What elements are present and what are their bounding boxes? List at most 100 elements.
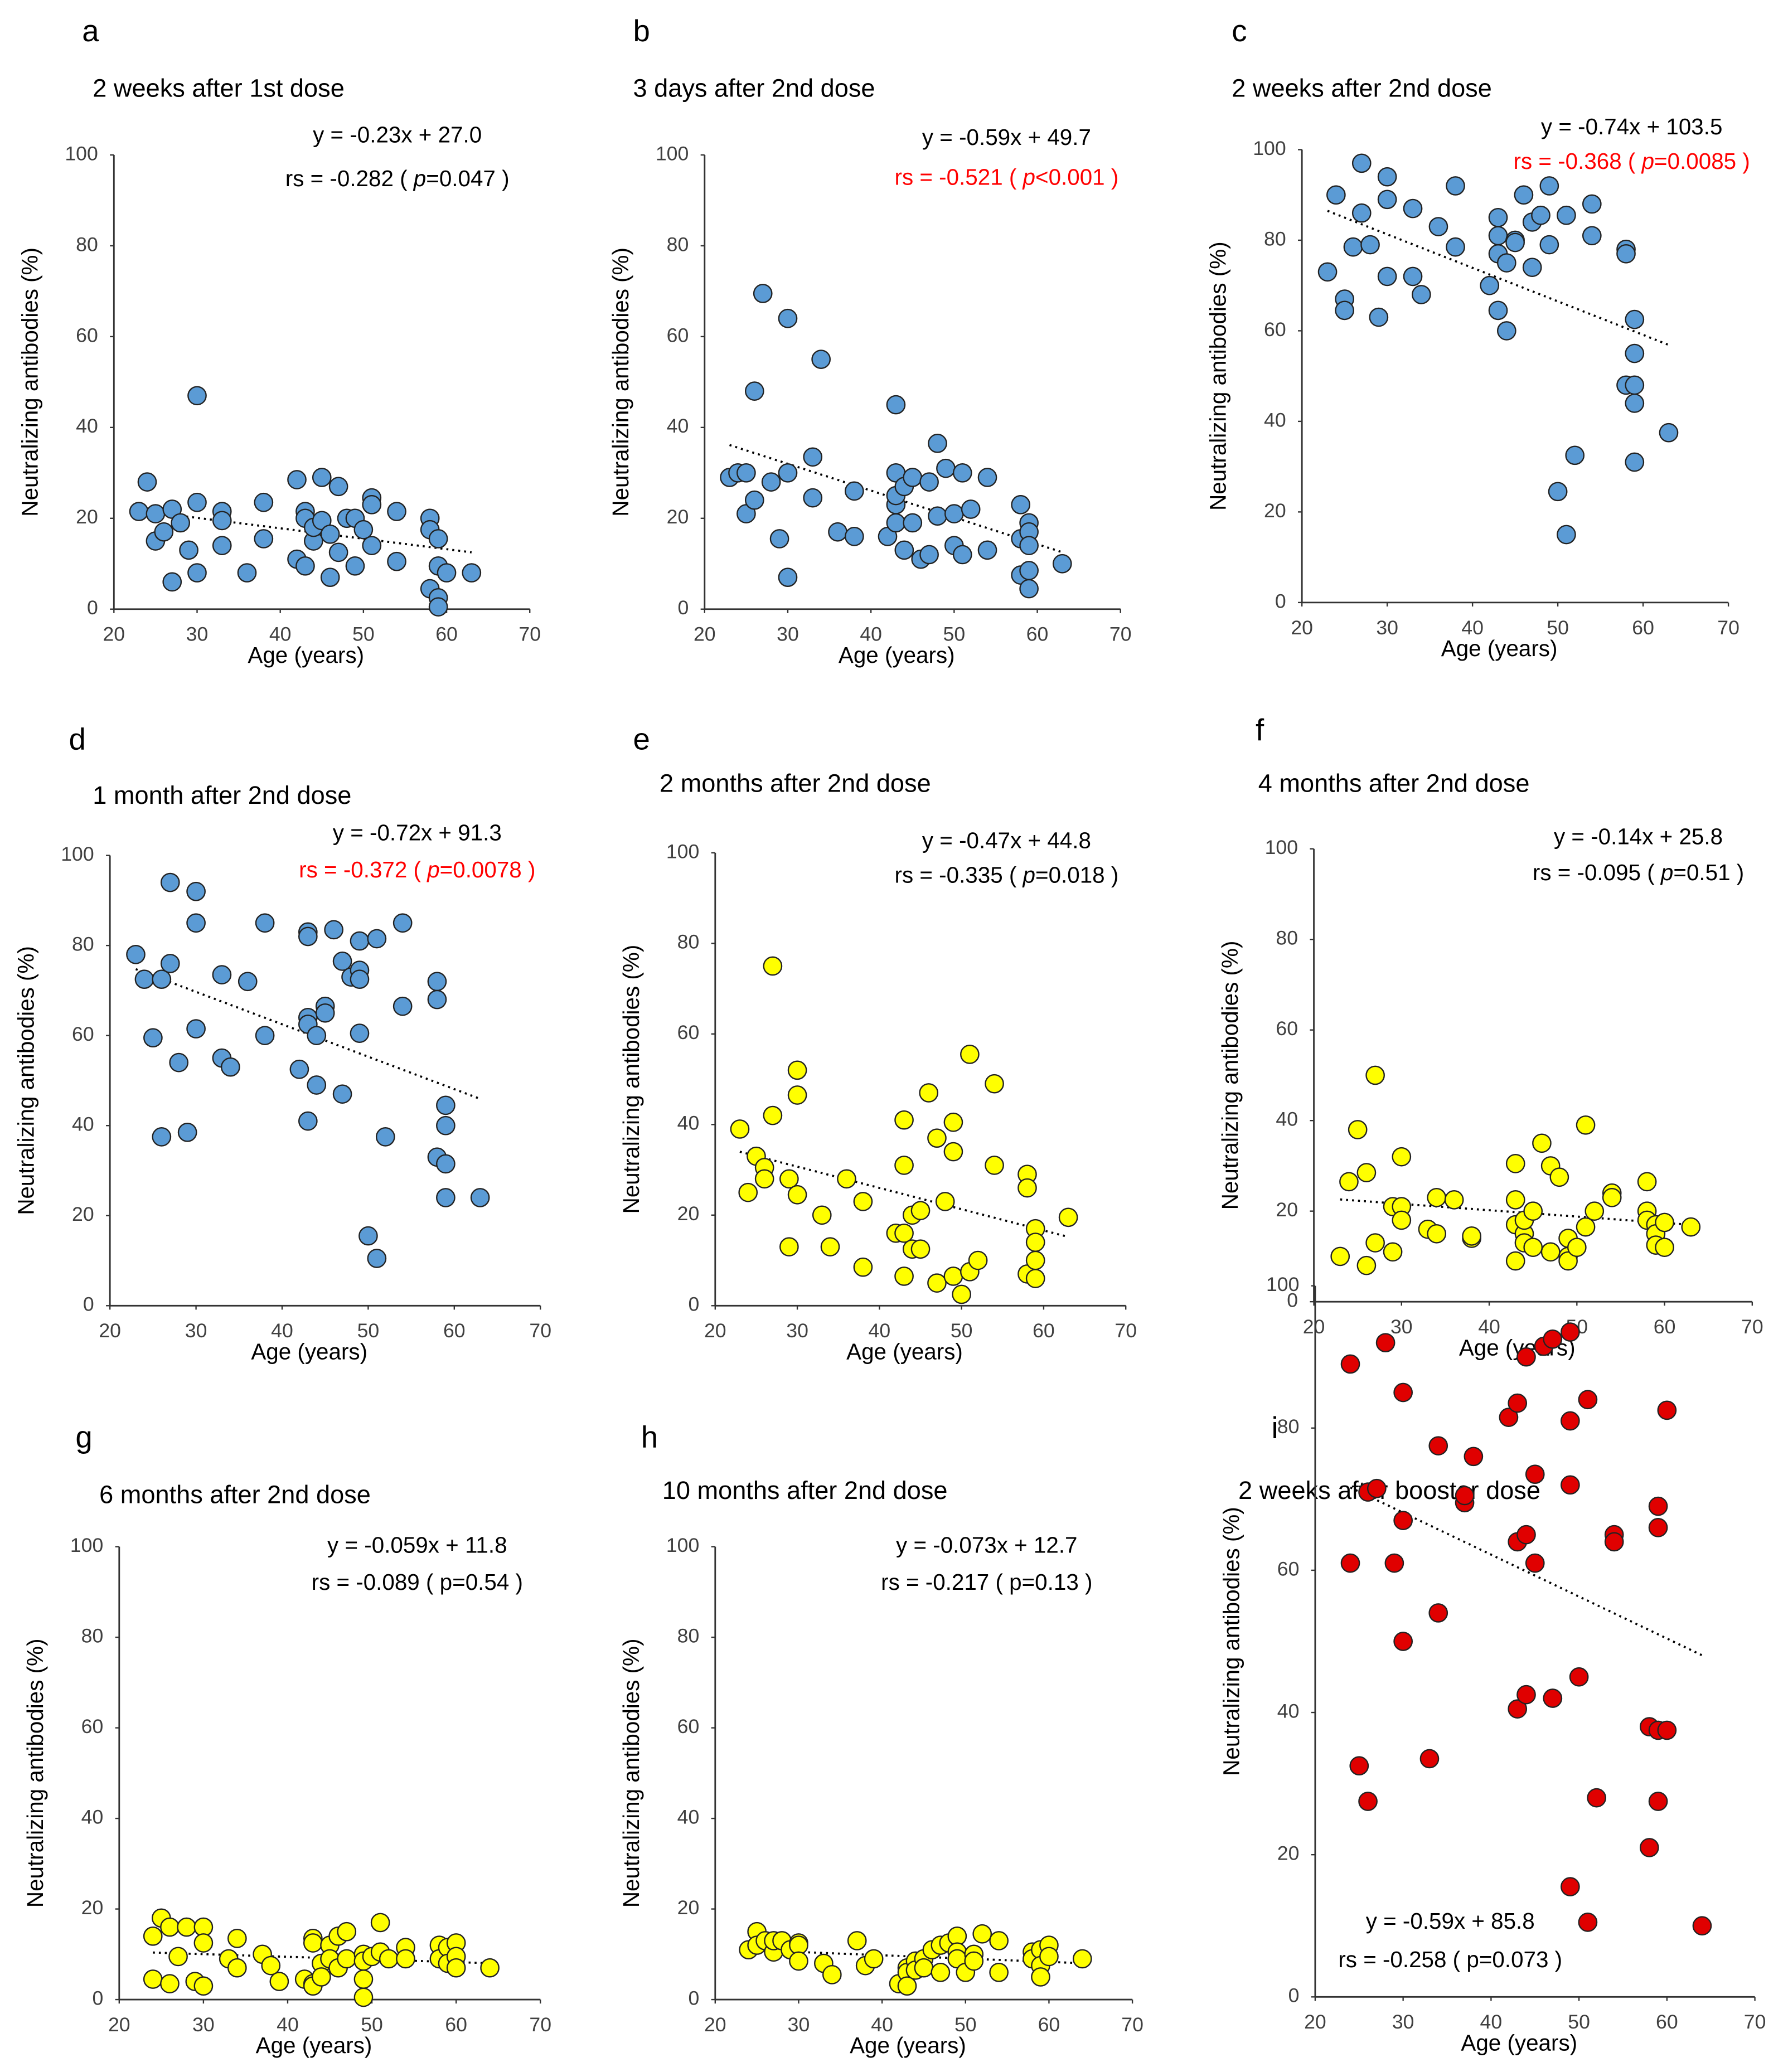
data-point xyxy=(186,913,206,933)
data-point xyxy=(961,499,981,519)
data-point xyxy=(212,536,232,556)
data-point xyxy=(1657,1720,1677,1740)
data-point xyxy=(1496,253,1516,273)
stats: rs = -0.368 ( p=0.0085 ) xyxy=(1514,148,1750,174)
panel-title: 4 months after 2nd dose xyxy=(1258,769,1530,798)
y-tick-label: 100 xyxy=(1265,836,1298,858)
data-point xyxy=(187,386,207,406)
data-point xyxy=(212,965,232,984)
data-point xyxy=(779,1237,799,1257)
data-point xyxy=(1356,1163,1377,1182)
data-point xyxy=(1523,1201,1543,1221)
y-tick-label: 60 xyxy=(667,324,689,346)
data-point xyxy=(803,447,823,467)
stats: rs = -0.217 ( p=0.13 ) xyxy=(881,1569,1092,1595)
y-tick-label: 40 xyxy=(667,415,689,437)
data-point xyxy=(1576,1217,1596,1237)
data-point xyxy=(1455,1486,1475,1506)
data-point xyxy=(1025,1250,1045,1270)
stats: rs = -0.095 ( p=0.51 ) xyxy=(1533,860,1744,885)
data-point xyxy=(1496,321,1516,341)
data-point xyxy=(754,1169,774,1189)
data-point xyxy=(193,1933,214,1953)
y-tick-label: 80 xyxy=(76,233,98,255)
data-point xyxy=(1505,1190,1525,1210)
data-point xyxy=(778,308,798,328)
data-point xyxy=(1576,1115,1596,1135)
data-point xyxy=(1681,1217,1701,1237)
stats: rs = -0.282 ( p=0.047 ) xyxy=(285,166,510,191)
data-point xyxy=(152,1127,172,1147)
panel-letter: a xyxy=(82,14,99,48)
data-point xyxy=(960,1045,980,1064)
data-point xyxy=(1514,185,1534,205)
data-point xyxy=(320,567,340,588)
x-tick-label: 60 xyxy=(435,623,458,646)
y-axis-label: Neutralizing antibodies (%) xyxy=(22,1639,48,1908)
data-point xyxy=(1412,285,1431,304)
y-tick-label: 100 xyxy=(65,142,98,164)
x-tick-label: 20 xyxy=(704,2013,726,2036)
data-point xyxy=(1565,445,1585,465)
data-point xyxy=(1419,1749,1440,1769)
data-point xyxy=(928,506,947,526)
data-point xyxy=(1516,1525,1536,1545)
panel-letter: i xyxy=(1272,1411,1278,1445)
data-point xyxy=(1543,1688,1563,1708)
data-point xyxy=(1692,1916,1712,1936)
data-point xyxy=(1582,194,1602,214)
data-point xyxy=(1539,235,1559,255)
y-tick-label: 20 xyxy=(677,1896,700,1919)
data-point xyxy=(1377,190,1397,210)
data-point xyxy=(1648,1518,1668,1537)
y-tick-label: 60 xyxy=(72,1023,94,1045)
panel: d1 month after 2nd dose y = -0.72x + 91.3… xyxy=(13,722,551,1365)
y-tick-label: 20 xyxy=(81,1896,104,1919)
x-tick-label: 70 xyxy=(1744,2011,1766,2033)
panel-title: 2 weeks after 2nd dose xyxy=(1232,74,1492,102)
data-point xyxy=(769,529,789,549)
data-point xyxy=(328,542,348,562)
equation: y = -0.74x + 103.5 xyxy=(1541,114,1722,139)
x-tick-label: 40 xyxy=(871,2013,893,2036)
y-tick-label: 80 xyxy=(667,233,689,255)
stats-part: rs = -0.095 ( xyxy=(1533,860,1661,885)
data-point xyxy=(393,996,413,1016)
data-point xyxy=(1505,1251,1525,1271)
data-point xyxy=(927,1273,947,1293)
x-tick-label: 30 xyxy=(186,623,209,646)
y-axis-label: Neutralizing antibodies (%) xyxy=(608,248,633,517)
y-tick-label: 40 xyxy=(72,1113,94,1136)
x-tick-label: 60 xyxy=(443,1319,466,1342)
data-point xyxy=(1017,1178,1037,1198)
data-point xyxy=(446,1958,466,1978)
data-point xyxy=(1446,176,1465,196)
data-point xyxy=(864,1949,884,1969)
data-point xyxy=(1585,1201,1605,1221)
data-point xyxy=(396,1949,415,1969)
data-point xyxy=(212,511,232,531)
y-tick-label: 20 xyxy=(72,1203,94,1225)
data-point xyxy=(255,913,275,933)
y-tick-label: 60 xyxy=(677,1021,700,1044)
data-point xyxy=(1648,1792,1668,1811)
data-point xyxy=(1375,1333,1395,1353)
data-point xyxy=(989,1931,1009,1950)
data-point xyxy=(1383,1242,1403,1262)
data-point xyxy=(1011,494,1031,515)
data-point xyxy=(1377,266,1397,287)
data-point xyxy=(1392,1210,1412,1230)
x-tick-label: 40 xyxy=(869,1319,891,1342)
data-point xyxy=(350,931,370,951)
y-tick-label: 40 xyxy=(81,1806,104,1828)
x-tick-label: 20 xyxy=(1304,2011,1326,2033)
data-point xyxy=(1393,1382,1413,1403)
x-tick-label: 20 xyxy=(694,623,716,646)
x-axis-label: Age (years) xyxy=(846,1338,963,1364)
data-point xyxy=(1351,203,1372,223)
x-axis-label: Age (years) xyxy=(1441,635,1558,661)
x-tick-label: 20 xyxy=(704,1319,726,1342)
stats-part: p xyxy=(1466,1947,1479,1972)
